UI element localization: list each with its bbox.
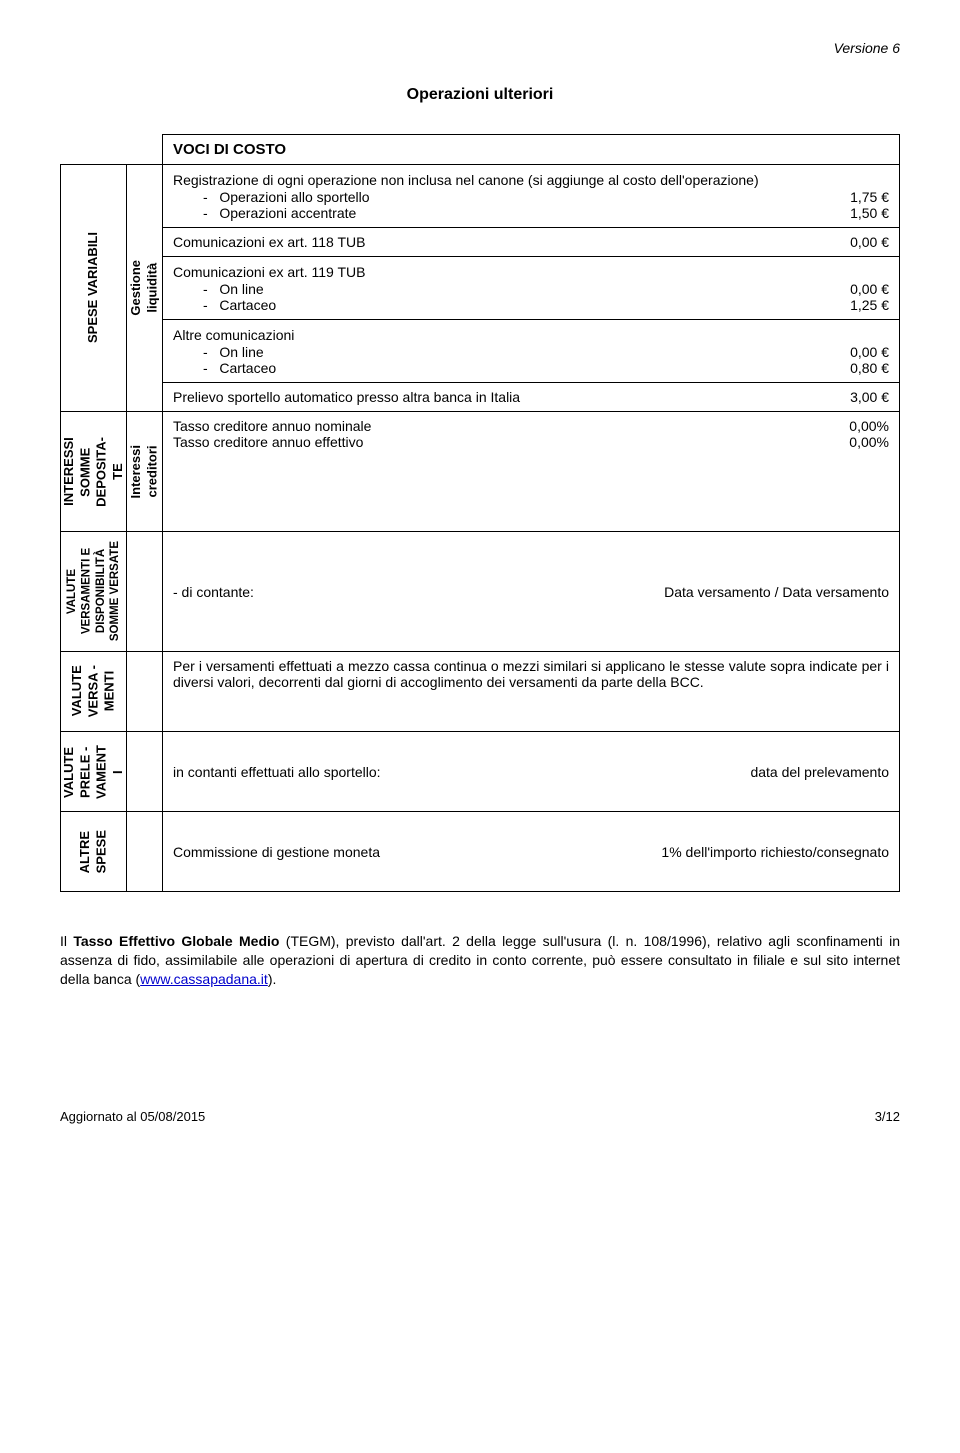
com118-val: 0,00 € [809,234,889,250]
tasso-nom-label: Tasso creditore annuo nominale [173,418,371,434]
reg-intro: Registrazione di ogni operazione non inc… [173,172,889,188]
altre-online-label: On line [173,344,264,360]
commissione-label: Commissione di gestione moneta [173,844,380,860]
com119-cart-label: Cartaceo [173,297,276,313]
section-title: Operazioni ulteriori [60,86,900,104]
subcat-creditori: Interessi creditori [128,445,161,498]
voci-heading: VOCI DI COSTO [163,135,900,165]
valute-versa-text: Per i versamenti effettuati a mezzo cass… [163,652,900,732]
prelievo-label: Prelievo sportello automatico presso alt… [173,389,520,405]
op-accentrate-label: Operazioni accentrate [173,205,356,221]
commissione-val: 1% dell'importo richiesto/consegnato [661,844,889,860]
footer-date: Aggiornato al 05/08/2015 [60,1109,205,1124]
com118-label: Comunicazioni ex art. 118 TUB [173,234,365,250]
footer-paragraph: Il Tasso Effettivo Globale Medio (TEGM),… [60,932,900,989]
com119-online-val: 0,00 € [809,281,889,297]
cat-interessi: INTERESSI SOMME DEPOSITA- TE [61,437,126,507]
com119-online-label: On line [173,281,264,297]
tasso-nom-val: 0,00% [809,418,889,434]
cat-valute-versa: VALUTE VERSA - MENTI [69,665,118,717]
contante-label: - di contante: [173,584,254,600]
cost-table: VOCI DI COSTO SPESE VARIABILI Gestione l… [60,134,900,892]
cat-valute-vers-disp: VALUTE VERSAMENTI E DISPONIBILITÀ SOMME … [65,541,123,641]
contante-val: Data versamento / Data versamento [664,584,889,600]
altre-online-val: 0,00 € [809,344,889,360]
tasso-eff-val: 0,00% [809,434,889,450]
cat-altre-spese: ALTRE SPESE [77,830,110,873]
altre-cart-label: Cartaceo [173,360,276,376]
footer-page: 3/12 [875,1109,900,1124]
altre-cart-val: 0,80 € [809,360,889,376]
prele-label: in contanti effettuati allo sportello: [173,764,381,780]
tasso-eff-label: Tasso creditore annuo effettivo [173,434,363,450]
cat-spese-variabili: SPESE VARIABILI [85,232,101,343]
com119-label: Comunicazioni ex art. 119 TUB [173,264,889,280]
op-sportello-label: Operazioni allo sportello [173,189,370,205]
altre-label: Altre comunicazioni [173,327,889,343]
op-accentrate-val: 1,50 € [809,205,889,221]
version-label: Versione 6 [60,40,900,56]
prelievo-val: 3,00 € [809,389,889,405]
cat-valute-prele: VALUTE PRELE - VAMENT I [61,745,126,799]
subcat-gestione-liq: Gestione liquidità [128,260,161,316]
op-sportello-val: 1,75 € [809,189,889,205]
link-cassapadana[interactable]: www.cassapadana.it [140,971,268,987]
com119-cart-val: 1,25 € [809,297,889,313]
prele-val: data del prelevamento [750,764,889,780]
